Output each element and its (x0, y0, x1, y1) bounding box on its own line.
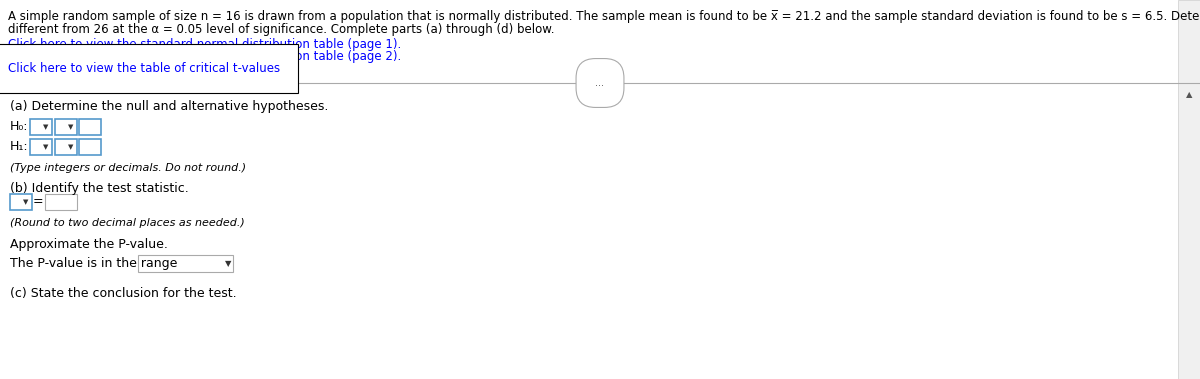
Text: A simple random sample of size n = 16 is drawn from a population that is normall: A simple random sample of size n = 16 is… (8, 10, 1200, 23)
Text: ▼: ▼ (43, 124, 49, 130)
Text: (Type integers or decimals. Do not round.): (Type integers or decimals. Do not round… (10, 163, 246, 173)
Text: The P-value is in the range: The P-value is in the range (10, 257, 178, 270)
Text: ▼: ▼ (68, 144, 73, 150)
Text: ▼: ▼ (224, 260, 232, 268)
Text: different from 26 at the α = 0.05 level of significance. Complete parts (a) thro: different from 26 at the α = 0.05 level … (8, 23, 554, 36)
Text: (a) Determine the null and alternative hypotheses.: (a) Determine the null and alternative h… (10, 100, 329, 113)
FancyBboxPatch shape (30, 139, 52, 155)
FancyBboxPatch shape (55, 139, 77, 155)
FancyBboxPatch shape (138, 255, 233, 272)
FancyBboxPatch shape (79, 139, 101, 155)
FancyBboxPatch shape (55, 119, 77, 135)
Text: ▼: ▼ (68, 124, 73, 130)
FancyBboxPatch shape (30, 119, 52, 135)
Text: ▼: ▼ (43, 144, 49, 150)
Text: H₀:: H₀: (10, 120, 29, 133)
Text: ...: ... (595, 78, 605, 88)
Text: H₁:: H₁: (10, 140, 29, 153)
FancyBboxPatch shape (79, 119, 101, 135)
Text: Click here to view the table of critical t-values: Click here to view the table of critical… (8, 62, 280, 75)
FancyBboxPatch shape (46, 194, 77, 210)
FancyBboxPatch shape (10, 194, 32, 210)
Text: (b) Identify the test statistic.: (b) Identify the test statistic. (10, 182, 188, 195)
Text: ▲: ▲ (1186, 91, 1193, 100)
Text: ▼: ▼ (23, 199, 29, 205)
Text: Click here to view the standard normal distribution table (page 2).: Click here to view the standard normal d… (8, 50, 401, 63)
Text: Click here to view the standard normal distribution table (page 1).: Click here to view the standard normal d… (8, 38, 401, 51)
Bar (1178, 0, 1200, 379)
Text: (Round to two decimal places as needed.): (Round to two decimal places as needed.) (10, 218, 245, 228)
Text: =: = (32, 196, 43, 208)
Text: Approximate the P-value.: Approximate the P-value. (10, 238, 168, 251)
Text: (c) State the conclusion for the test.: (c) State the conclusion for the test. (10, 287, 236, 300)
